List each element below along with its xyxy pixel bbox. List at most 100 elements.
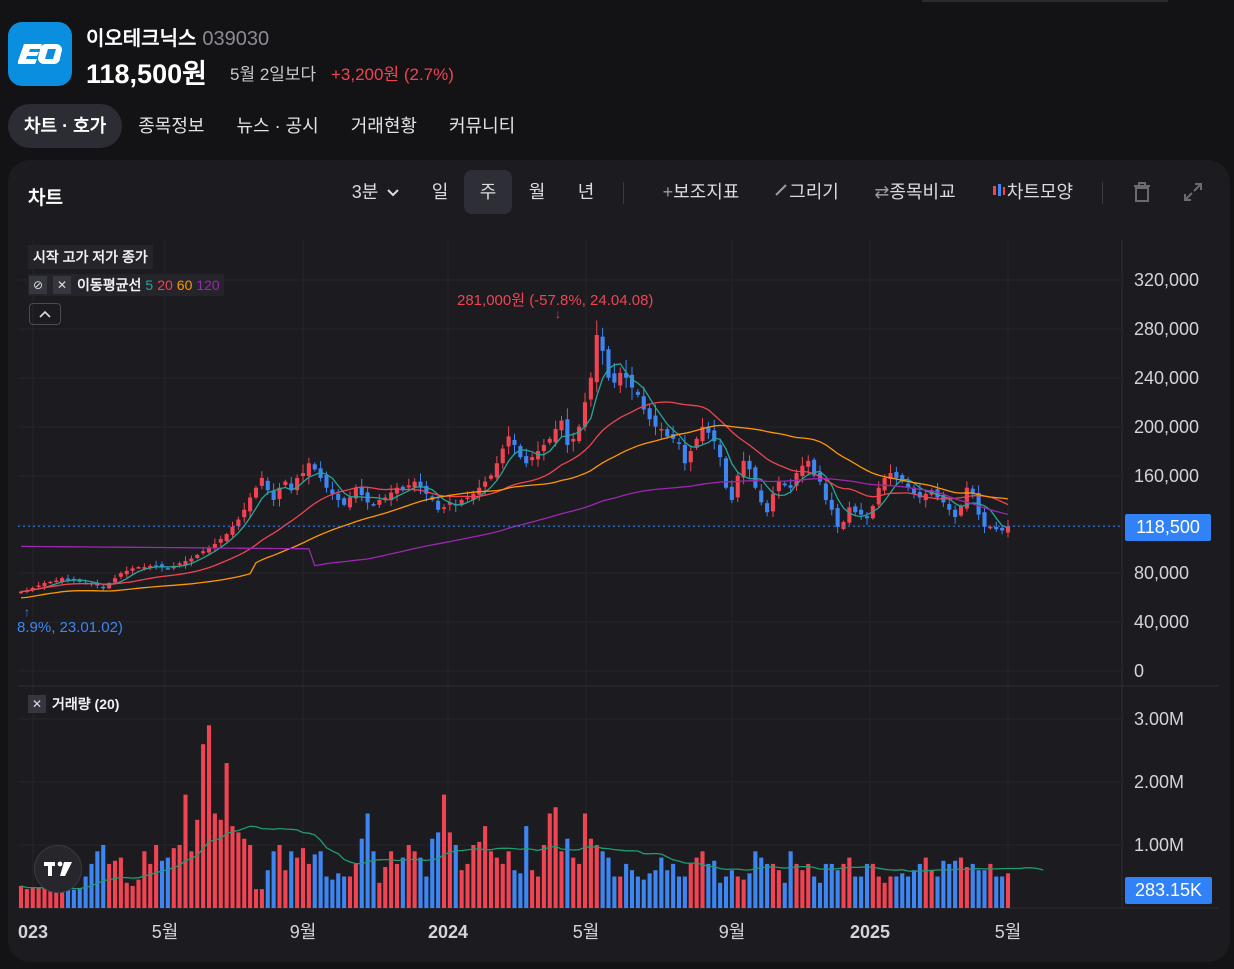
volume-bar: [136, 879, 141, 908]
candle-body: [312, 464, 317, 470]
candle-body: [371, 504, 376, 506]
price-chart[interactable]: 320,000280,000240,000200,000160,000120,0…: [8, 160, 1230, 962]
volume-bar: [653, 870, 658, 908]
tab-stock-info[interactable]: 종목정보: [138, 116, 205, 136]
volume-bar: [577, 863, 582, 908]
candle-body: [723, 458, 729, 488]
volume-bar: [929, 870, 934, 908]
volume-bar: [436, 832, 441, 908]
candle-body: [547, 438, 552, 443]
eye-off-icon[interactable]: ⊘: [29, 276, 47, 294]
ma120-label: 120: [196, 277, 220, 293]
volume-bar: [512, 870, 517, 908]
candle-body: [436, 500, 441, 510]
candle-body: [242, 509, 247, 518]
candle-body: [377, 499, 382, 505]
candle-body: [565, 419, 570, 445]
candle-body: [753, 467, 758, 488]
compare-button[interactable]: ⇄종목비교: [870, 170, 960, 214]
candle-body: [124, 570, 129, 575]
volume-bar: [800, 870, 805, 908]
toolbar-divider: [1102, 182, 1103, 204]
y-tick-label: 0: [1134, 661, 1144, 681]
candle-body: [259, 477, 264, 486]
period-week[interactable]: 주: [464, 170, 512, 214]
trash-icon[interactable]: [1130, 180, 1154, 204]
drawing-button[interactable]: 그리기: [770, 170, 842, 214]
candle-body: [553, 429, 558, 443]
y-tick-label: 40,000: [1134, 612, 1189, 632]
volume-bar: [371, 851, 376, 908]
compare-label: 5월 2일보다: [230, 65, 317, 84]
candle-body: [218, 539, 223, 543]
candle-body: [212, 543, 217, 548]
volume-bar: [253, 889, 259, 908]
volume-bar: [894, 876, 899, 908]
candle-body: [835, 508, 840, 527]
volume-bar: [964, 867, 969, 908]
tab-trading[interactable]: 거래현황: [350, 116, 417, 136]
volume-bar: [218, 819, 223, 908]
volume-bar: [130, 885, 135, 908]
expand-icon[interactable]: [1181, 180, 1205, 204]
chart-style-button[interactable]: 차트모양: [987, 170, 1077, 214]
drawing-label: 그리기: [789, 182, 839, 202]
volume-bar: [494, 857, 499, 908]
candle-body: [612, 373, 617, 383]
tab-community[interactable]: 커뮤니티: [449, 116, 516, 136]
candle-body: [494, 463, 499, 478]
tradingview-logo-icon[interactable]: [34, 845, 82, 893]
volume-bar: [723, 876, 729, 908]
volume-bar: [248, 845, 253, 908]
volume-bar: [694, 857, 699, 908]
volume-bar: [923, 857, 928, 908]
volume-bar: [30, 887, 35, 908]
volume-bar: [835, 870, 840, 908]
collapse-legend-button[interactable]: [29, 303, 61, 325]
volume-bar: [242, 838, 247, 908]
period-day[interactable]: 일: [431, 182, 449, 202]
volume-bar: [154, 845, 159, 908]
volume-bar: [911, 870, 917, 908]
tab-news[interactable]: 뉴스 · 공시: [236, 116, 319, 136]
candle-body: [406, 485, 411, 488]
y-tick-label: 320,000: [1134, 270, 1199, 290]
candle-body: [142, 567, 147, 569]
candle-body: [154, 565, 159, 567]
volume-bar: [77, 888, 82, 908]
x-tick-label: 9월: [290, 922, 317, 942]
eo-logo-icon: [8, 22, 72, 86]
candle-body: [265, 480, 270, 491]
candle-body: [594, 334, 599, 383]
chart-panel: 차트 3분 일 주 월 년 +보조지표 그리기 ⇄종목비교 차트모양 320,0…: [8, 160, 1230, 962]
volume-bar: [559, 851, 564, 908]
candle-body: [177, 563, 182, 565]
x-tick-label: 9월: [719, 922, 746, 942]
volume-bar: [994, 876, 999, 908]
candle-body: [735, 475, 740, 498]
period-year[interactable]: 년: [577, 182, 595, 202]
x-tick-label: 2025: [850, 922, 890, 942]
period-month[interactable]: 월: [528, 182, 546, 202]
volume-bar: [312, 854, 317, 908]
volume-bar: [817, 882, 823, 908]
indicator-button[interactable]: +보조지표: [651, 170, 751, 214]
close-icon[interactable]: ✕: [53, 276, 71, 294]
candle-body: [911, 487, 917, 494]
volume-bar: [823, 863, 828, 908]
volume-bar: [347, 876, 353, 908]
volume-tick-label: 1.00M: [1134, 835, 1184, 855]
candle-body: [324, 475, 329, 488]
volume-bar: [776, 870, 781, 908]
interval-select[interactable]: 3분: [346, 170, 406, 214]
volume-bar: [112, 860, 118, 908]
volume-bar: [424, 876, 429, 908]
candle-body: [54, 580, 59, 583]
top-scrollbar[interactable]: [922, 0, 1168, 2]
close-icon[interactable]: ✕: [28, 695, 46, 713]
candle-body: [512, 439, 517, 445]
candle-body: [694, 438, 699, 448]
low-annotation: 8.9%, 23.01.02): [17, 619, 123, 636]
candle-body: [712, 430, 717, 442]
tab-chart-quote[interactable]: 차트 · 호가: [8, 104, 123, 148]
